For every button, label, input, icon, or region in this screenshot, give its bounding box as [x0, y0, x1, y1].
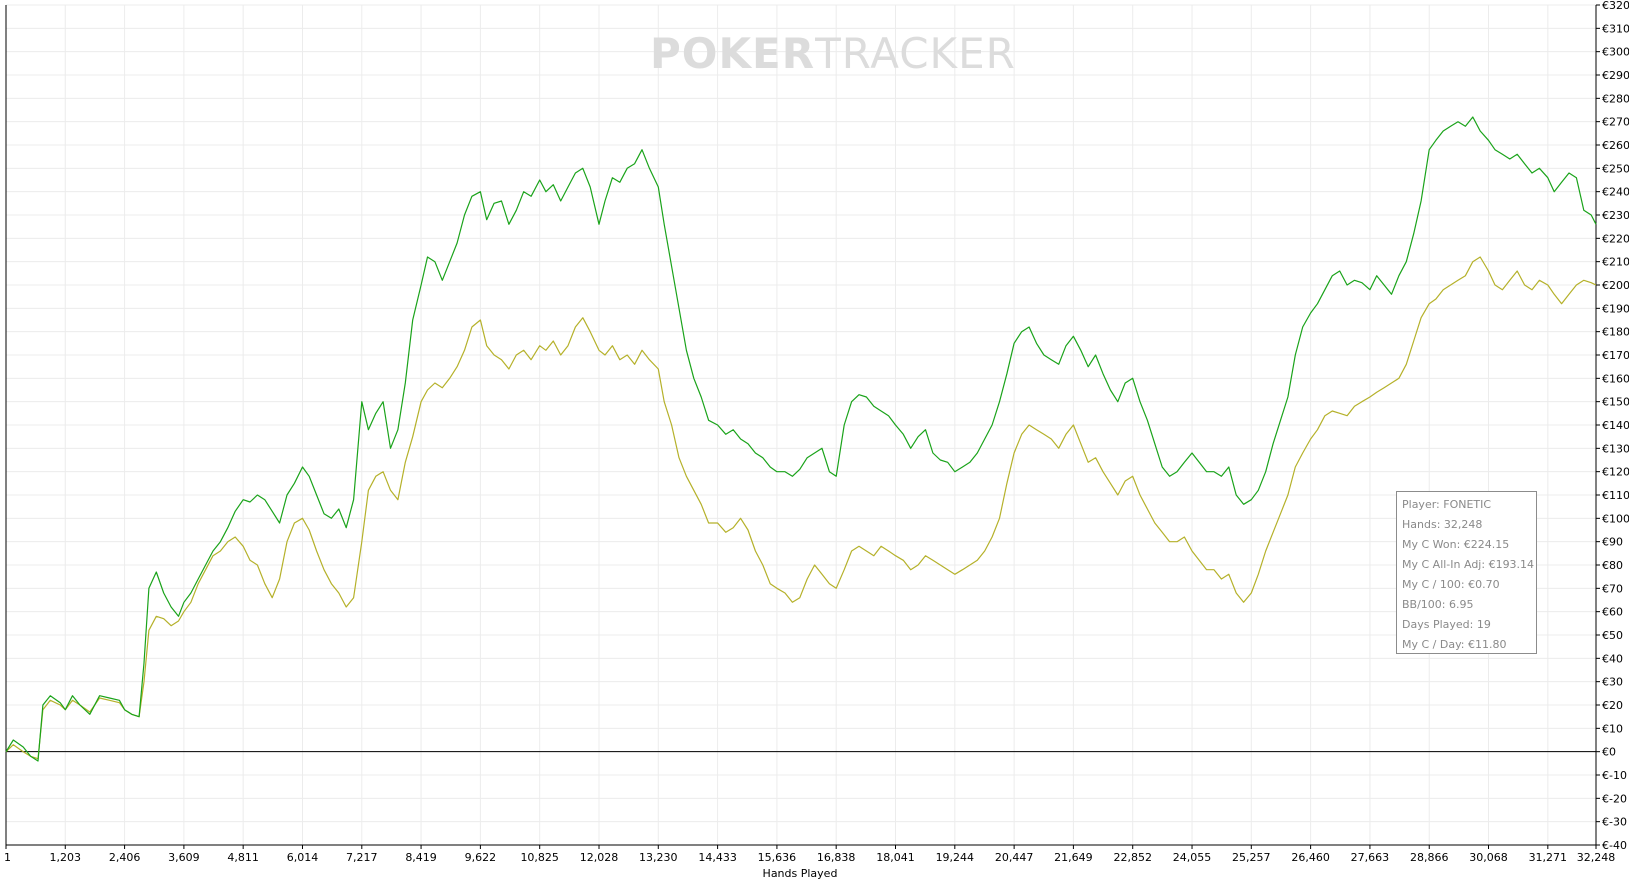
series-line-allin-adjusted [5, 256, 1597, 760]
x-axis-tick-labels: 1 1,203 2,406 3,609 4,811 6,014 7,217 8,419 9,62… [4, 851, 1615, 864]
y-tick-label: €130 [1602, 442, 1629, 455]
y-tick-label: €240 [1602, 186, 1629, 199]
y-tick-label: €-30 [1602, 816, 1627, 829]
x-tick-label: 8,419 [405, 851, 437, 864]
axes [5, 4, 1600, 849]
y-tick-label: €50 [1602, 629, 1623, 642]
x-tick-label: 6,014 [287, 851, 319, 864]
y-tick-label: €10 [1602, 722, 1623, 735]
x-tick-label: 30,068 [1469, 851, 1508, 864]
x-tick-label: 25,257 [1232, 851, 1271, 864]
y-tick-label: €170 [1602, 349, 1629, 362]
y-tick-label: €70 [1602, 582, 1623, 595]
y-tick-label: €150 [1602, 396, 1629, 409]
stat-line: Hands: 32,248 [1402, 518, 1483, 531]
x-tick-label: 27,663 [1351, 851, 1390, 864]
y-tick-label: €90 [1602, 536, 1623, 549]
x-tick-label: 31,271 [1529, 851, 1568, 864]
watermark-brand-b: TRACKER [814, 29, 1016, 78]
x-tick-label: 32,248 [1577, 851, 1616, 864]
x-tick-label: 3,609 [168, 851, 200, 864]
y-tick-label: €0 [1602, 746, 1616, 759]
player-stats-tooltip: Player: FONETIC Hands: 32,248 My C Won: €2… [1396, 491, 1537, 654]
x-tick-label: 14,433 [698, 851, 737, 864]
y-tick-label: €260 [1602, 139, 1629, 152]
x-tick-label: 15,636 [758, 851, 797, 864]
y-tick-label: €30 [1602, 676, 1623, 689]
x-tick-label: 26,460 [1291, 851, 1330, 864]
svg-text:POKERTRACKER: POKERTRACKER [650, 29, 1016, 78]
y-tick-label: €220 [1602, 232, 1629, 245]
x-tick-label: 18,041 [876, 851, 915, 864]
stat-line: My C Won: €224.15 [1402, 538, 1510, 551]
y-tick-label: €80 [1602, 559, 1623, 572]
y-tick-label: €60 [1602, 606, 1623, 619]
y-tick-label: €300 [1602, 46, 1629, 59]
x-tick-label: 13,230 [639, 851, 678, 864]
x-tick-label: 22,852 [1113, 851, 1152, 864]
x-tick-label: 16,838 [817, 851, 856, 864]
x-tick-label: 7,217 [346, 851, 378, 864]
x-tick-label: 10,825 [520, 851, 559, 864]
y-tick-label: €-20 [1602, 792, 1627, 805]
x-tick-label: 1,203 [50, 851, 82, 864]
stat-line: Days Played: 19 [1402, 618, 1491, 631]
y-tick-label: €280 [1602, 92, 1629, 105]
stat-line: My C / 100: €0.70 [1402, 578, 1500, 591]
x-tick-label: 21,649 [1054, 851, 1093, 864]
y-tick-label: €190 [1602, 302, 1629, 315]
x-tick-label: 4,811 [227, 851, 259, 864]
y-tick-label: €-10 [1602, 769, 1627, 782]
x-tick-label: 1 [4, 851, 11, 864]
y-tick-label: €100 [1602, 512, 1629, 525]
x-tick-label: 19,244 [936, 851, 975, 864]
grid-lines [5, 4, 1597, 846]
y-tick-label: €180 [1602, 326, 1629, 339]
stat-line: My C / Day: €11.80 [1402, 638, 1507, 651]
stat-line: My C All-In Adj: €193.14 [1402, 558, 1535, 571]
x-tick-label: 9,622 [465, 851, 497, 864]
y-tick-label: €40 [1602, 652, 1623, 665]
y-tick-label: €20 [1602, 699, 1623, 712]
stat-line: BB/100: 6.95 [1402, 598, 1474, 611]
x-tick-label: 24,055 [1173, 851, 1212, 864]
y-tick-label: €-40 [1602, 839, 1627, 852]
y-tick-label: €120 [1602, 466, 1629, 479]
x-tick-label: 28,866 [1410, 851, 1449, 864]
y-tick-label: €110 [1602, 489, 1629, 502]
x-axis-title: Hands Played [763, 867, 838, 880]
pokertracker-watermark: POKERTRACKER [650, 29, 1016, 78]
y-tick-label: €250 [1602, 162, 1629, 175]
y-tick-label: €210 [1602, 256, 1629, 269]
y-tick-label: €160 [1602, 372, 1629, 385]
x-tick-label: 2,406 [109, 851, 141, 864]
y-tick-label: €290 [1602, 69, 1629, 82]
x-tick-label: 12,028 [580, 851, 619, 864]
y-tick-label: €140 [1602, 419, 1629, 432]
x-tick-label: 20,447 [995, 851, 1034, 864]
series-line-won [5, 116, 1597, 762]
y-tick-label: €270 [1602, 116, 1629, 129]
y-axis-tick-labels: €-40 €-30 €-20 €-10 €0 €10 €20 €30 €40 €50 €60 €70 €… [1602, 0, 1629, 852]
stat-line: Player: FONETIC [1402, 498, 1492, 511]
y-tick-label: €230 [1602, 209, 1629, 222]
watermark-brand-a: POKER [650, 29, 815, 78]
series-lines [5, 116, 1597, 762]
y-tick-label: €310 [1602, 22, 1629, 35]
y-tick-label: €320 [1602, 0, 1629, 12]
y-tick-label: €200 [1602, 279, 1629, 292]
